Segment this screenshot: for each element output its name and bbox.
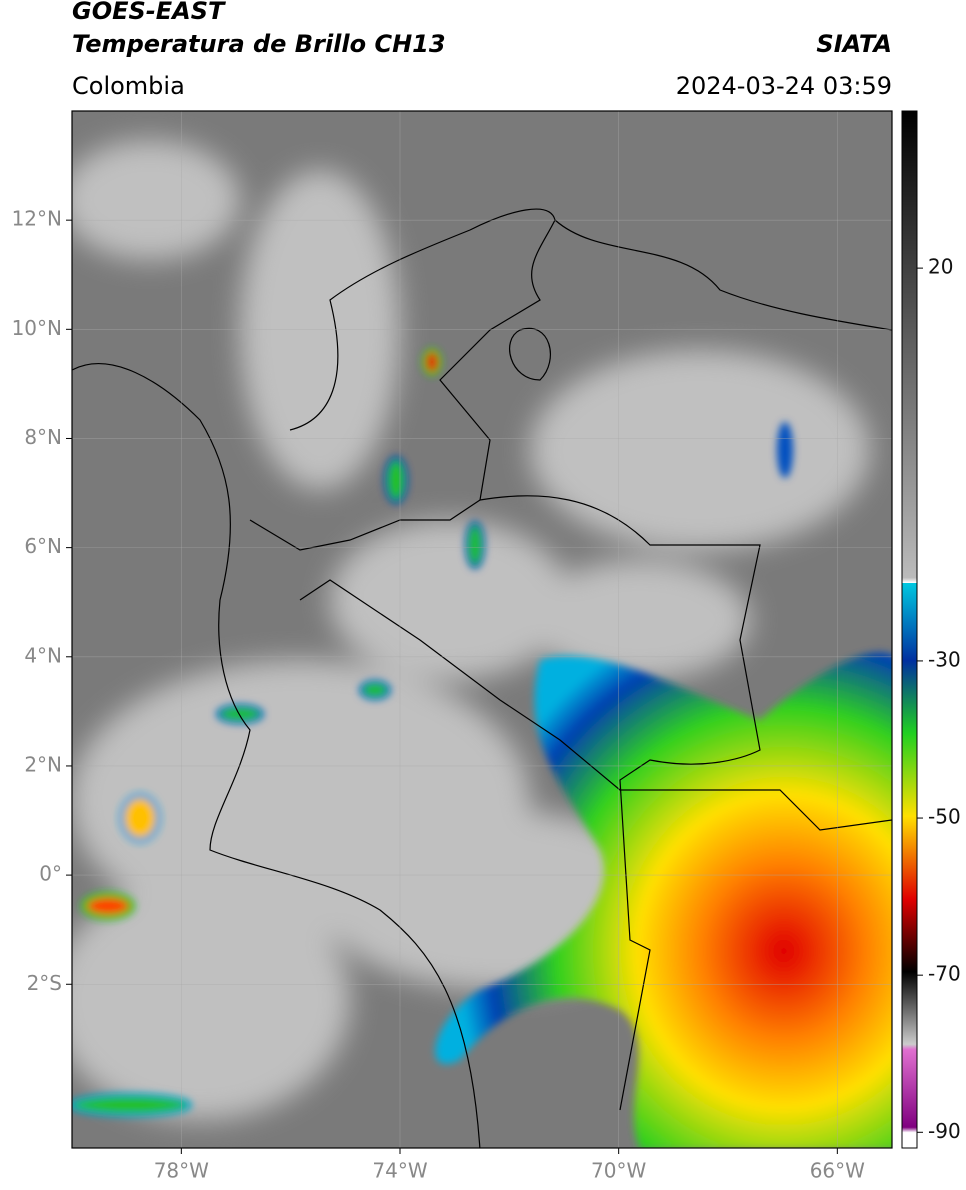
y-tick-label: 2°S bbox=[27, 971, 62, 995]
graticule bbox=[72, 111, 892, 1148]
colorbar-tick-label: -90 bbox=[928, 1119, 961, 1143]
x-tick-label: 66°W bbox=[810, 1159, 865, 1183]
y-tick-label: 6°N bbox=[24, 534, 62, 558]
x-tick-label: 78°W bbox=[154, 1159, 209, 1183]
y-tick-label: 10°N bbox=[12, 316, 62, 340]
y-tick-label: 2°N bbox=[24, 752, 62, 776]
map-frame bbox=[71, 110, 893, 1149]
agency: SIATA bbox=[816, 30, 892, 58]
borders bbox=[72, 208, 892, 1148]
y-tick-label: 8°N bbox=[24, 425, 62, 449]
y-tick-label: 0° bbox=[39, 862, 62, 886]
x-tick-label: 70°W bbox=[591, 1159, 646, 1183]
y-tick-label: 12°N bbox=[12, 207, 62, 231]
colorbar-tick-label: -50 bbox=[928, 805, 961, 829]
y-tick-label: 4°N bbox=[24, 643, 62, 667]
x-tick-label: 74°W bbox=[372, 1159, 427, 1183]
colorbar bbox=[901, 110, 918, 1149]
region: Colombia bbox=[72, 72, 185, 100]
colorbar-tick-label: 20 bbox=[928, 255, 953, 279]
title: GOES-EAST bbox=[72, 0, 226, 25]
satellite-image bbox=[72, 111, 892, 1148]
subtitle: Temperatura de Brillo CH13 bbox=[72, 30, 446, 58]
datetime: 2024-03-24 03:59 bbox=[676, 72, 892, 100]
colorbar-tick-label: -70 bbox=[928, 962, 961, 986]
colorbar-tick-label: -30 bbox=[928, 647, 961, 671]
